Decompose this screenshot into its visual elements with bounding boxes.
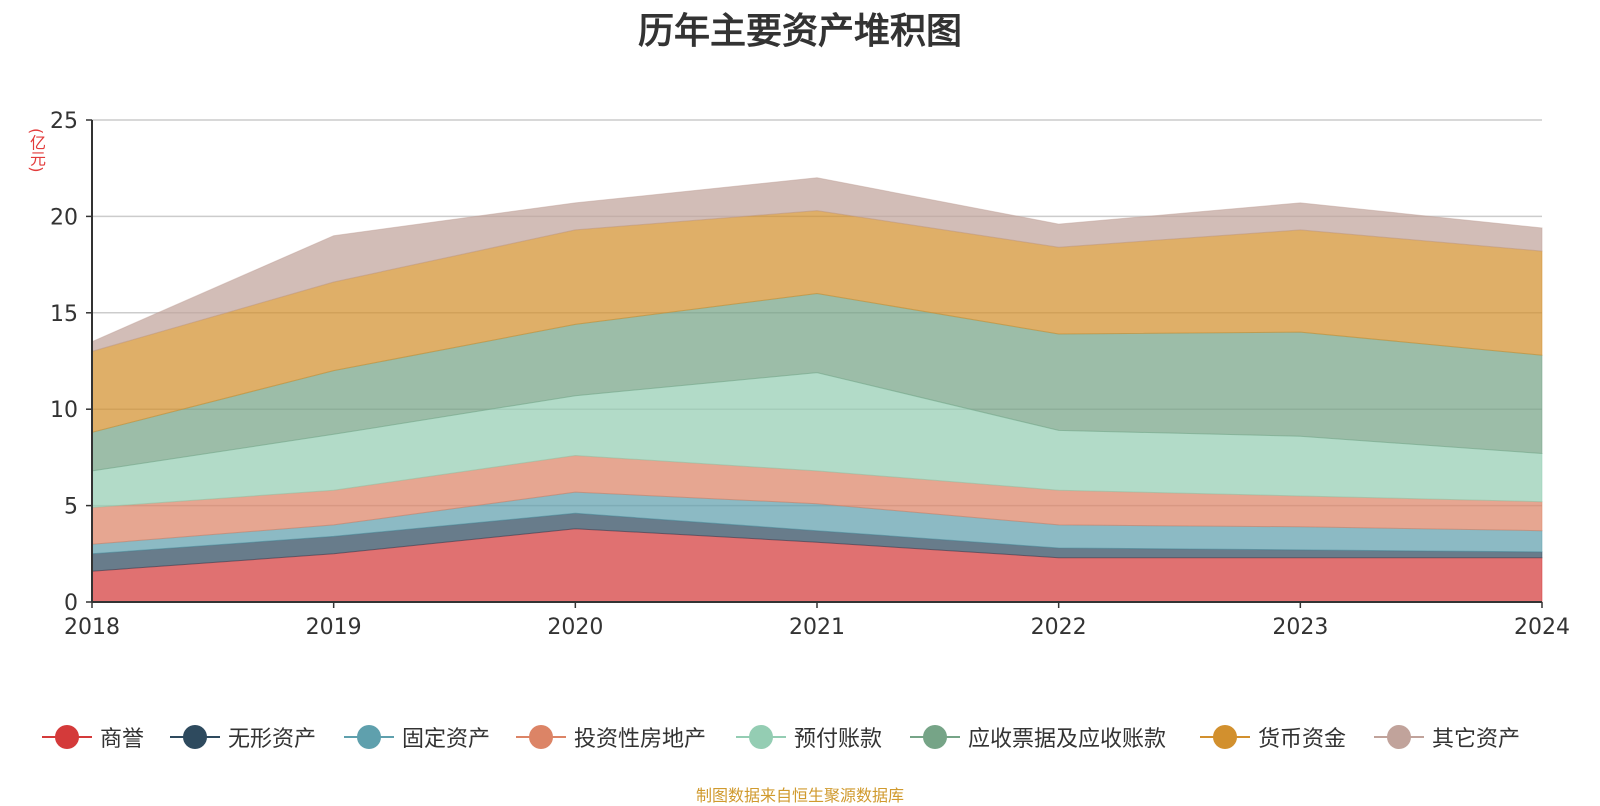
legend-symbol-icon	[516, 722, 566, 752]
legend-symbol-icon	[344, 722, 394, 752]
y-tick-label-15: 15	[50, 302, 78, 327]
legend-item-5[interactable]: 预付账款	[736, 722, 882, 752]
axes: 0 5 10 15 20 25 2018 2019 2020 2021 2022 2023 2024	[50, 109, 1570, 640]
legend-label: 投资性房地产	[574, 727, 707, 752]
legend-symbol-icon	[42, 722, 92, 752]
legend-label: 其它资产	[1432, 727, 1521, 752]
y-tick-label-10: 10	[50, 398, 78, 423]
x-tick-label-2024: 2024	[1514, 615, 1570, 640]
legend-label: 固定资产	[402, 727, 491, 752]
stacked-area-chart: 0 5 10 15 20 25 2018 2019 2020 2021 2022 2023 2024	[50, 109, 1570, 640]
legend-label: 预付账款	[794, 727, 883, 752]
legend-item-4[interactable]: 投资性房地产	[516, 722, 706, 752]
x-tick-label-2020: 2020	[547, 615, 603, 640]
y-tick-label-0: 0	[64, 591, 78, 616]
legend-item-2[interactable]: 无形资产	[170, 722, 316, 752]
x-tick-label-2021: 2021	[789, 615, 845, 640]
y-axis-unit-label: (亿元)	[27, 127, 46, 173]
area-series[interactable]	[91, 177, 1543, 603]
legend[interactable]: 商誉 无形资产 固定资产 投资性房地产 预付账款 应收票据及应收账款 货币资金 其它资产	[0, 722, 1600, 752]
legend-label: 应收票据及应收账款	[968, 727, 1167, 752]
legend-label: 无形资产	[228, 727, 317, 752]
legend-item-7[interactable]: 货币资金	[1200, 722, 1346, 752]
x-tick-label-2018: 2018	[64, 615, 120, 640]
legend-label: 商誉	[100, 727, 145, 752]
legend-symbol-icon	[1200, 722, 1250, 752]
source-note: 制图数据来自恒生聚源数据库	[695, 786, 904, 805]
legend-label: 货币资金	[1258, 727, 1347, 752]
legend-symbol-icon	[736, 722, 786, 752]
x-tick-label-2022: 2022	[1031, 615, 1087, 640]
legend-item-6[interactable]: 应收票据及应收账款	[910, 722, 1166, 752]
y-tick-label-25: 25	[50, 109, 78, 134]
chart-title: 历年主要资产堆积图	[637, 11, 962, 52]
legend-item-1[interactable]: 商誉	[42, 722, 144, 752]
legend-symbol-icon	[170, 722, 220, 752]
y-tick-label-5: 5	[64, 495, 78, 520]
legend-item-3[interactable]: 固定资产	[344, 722, 490, 752]
legend-symbol-icon	[910, 722, 960, 752]
legend-item-8[interactable]: 其它资产	[1374, 722, 1520, 752]
legend-symbol-icon	[1374, 722, 1424, 752]
y-tick-label-20: 20	[50, 205, 78, 230]
x-tick-label-2019: 2019	[306, 615, 362, 640]
area-series-8[interactable]	[91, 177, 1543, 353]
x-tick-label-2023: 2023	[1272, 615, 1328, 640]
